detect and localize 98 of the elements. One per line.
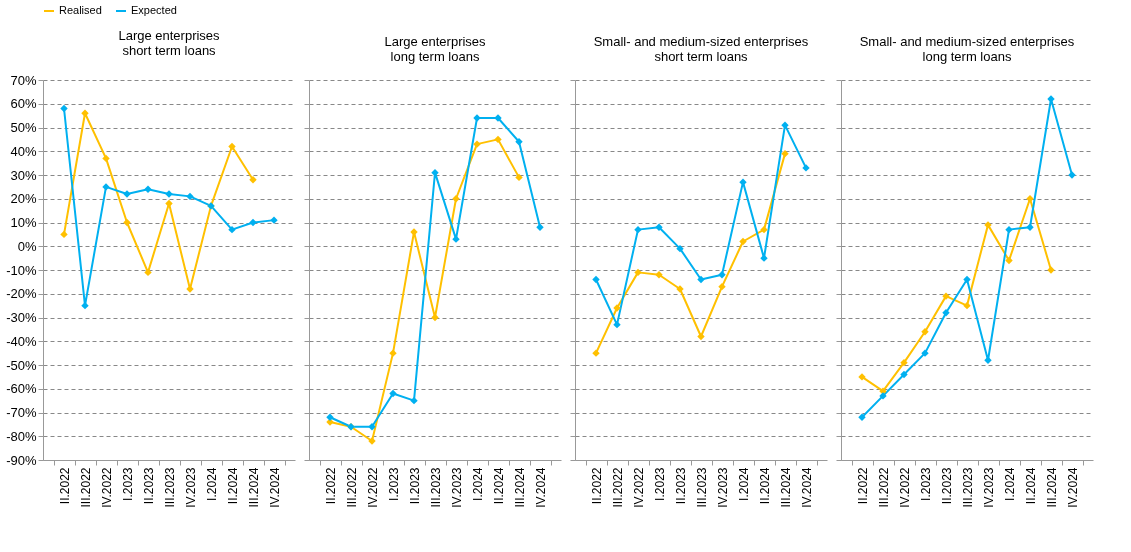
chart-title: Large enterprises long term loans [384,33,487,64]
x-tick-label: III.2022 [78,467,93,508]
x-tick-label: IV.2022 [631,467,646,508]
y-tick-label: 60% [10,96,37,112]
y-tick-label: 70% [10,72,37,88]
point [186,192,194,201]
legend-label: Realised [59,4,102,16]
x-tick-label: III.2022 [610,467,625,508]
x-tick-label: I.2024 [204,467,219,501]
x-tick-label: II.2023 [141,467,156,505]
point [410,396,418,405]
x-tick-label: II.2024 [1023,467,1038,505]
chart-title: Small- and medium-sized enterprises long term loans [859,33,1075,64]
point [739,237,747,246]
x-tick-label: II.2022 [57,467,72,505]
y-tick-label: -40% [6,333,37,349]
point [389,389,397,398]
point [676,244,684,253]
y-tick-label: -80% [6,428,37,444]
x-tick-label: III.2024 [512,467,527,508]
x-tick-label: IV.2022 [99,467,114,508]
y-tick-label: -30% [6,310,37,325]
point [592,275,600,284]
x-tick-label: I.2023 [120,467,135,501]
x-tick-label: I.2024 [470,467,485,501]
point [228,225,236,234]
x-tick-label: IV.2024 [267,467,282,508]
point [697,275,705,284]
point [144,268,152,277]
legend-label: Expected [131,4,177,16]
point [613,320,621,329]
point [123,218,131,227]
point [60,104,68,113]
y-tick-label: 50% [10,120,37,135]
x-tick-label: III.2023 [694,467,709,508]
x-tick-label: III.2022 [344,467,359,508]
y-tick-label: -50% [6,357,37,373]
x-tick-label: III.2024 [1044,467,1059,508]
point [634,225,642,234]
x-tick-label: II.2023 [673,467,688,505]
x-tick-label: III.2023 [960,467,975,508]
x-tick-label: II.2022 [323,467,338,505]
y-tick-label: -90% [6,452,37,468]
point [431,168,439,177]
y-tick-label: 10% [10,215,37,230]
point [515,173,523,182]
x-tick-label: I.2024 [736,467,751,501]
y-tick-label: 0% [17,238,37,254]
x-tick-label: IV.2022 [897,467,912,508]
point [249,218,257,227]
x-tick-label: IV.2023 [715,467,730,508]
point [963,275,971,284]
x-tick-label: II.2024 [757,467,772,505]
y-tick-label: -70% [6,405,37,420]
point [718,282,726,291]
x-tick-label: IV.2024 [799,467,814,508]
x-tick-label: I.2024 [1002,467,1017,501]
x-tick-label: IV.2024 [1065,467,1080,508]
point [900,358,908,367]
x-tick-label: III.2023 [162,467,177,508]
x-tick-label: III.2024 [246,467,261,508]
point [760,225,768,234]
point [963,301,971,310]
x-tick-label: IV.2023 [183,467,198,508]
x-tick-label: II.2022 [589,467,604,505]
chart-title: Large enterprises short term loans [118,28,221,58]
point [634,268,642,277]
point [1005,225,1013,234]
point [60,230,68,239]
point [1005,256,1013,265]
x-tick-label: IV.2024 [533,467,548,508]
y-tick-label: -10% [6,262,37,278]
x-tick-label: III.2022 [876,467,891,508]
point [781,149,789,158]
x-tick-label: II.2023 [939,467,954,505]
x-tick-label: III.2024 [778,467,793,508]
y-tick-label: 20% [10,191,37,207]
x-tick-label: I.2023 [386,467,401,501]
point [102,154,110,163]
x-tick-label: II.2024 [491,467,506,505]
x-tick-label: IV.2022 [365,467,380,508]
x-tick-label: II.2022 [855,467,870,505]
x-tick-label: I.2023 [652,467,667,501]
y-tick-label: -60% [6,381,37,397]
chart-title: Small- and medium-sized enterprises short term loans [593,33,809,64]
x-tick-label: III.2023 [428,467,443,508]
x-tick-label: I.2023 [918,467,933,501]
x-tick-label: IV.2023 [449,467,464,508]
point [494,135,502,144]
x-tick-label: II.2023 [407,467,422,505]
y-tick-label: -20% [6,286,37,302]
x-tick-label: II.2024 [225,467,240,505]
y-tick-label: 30% [10,167,37,183]
point [900,370,908,379]
y-tick-label: 40% [10,143,37,159]
x-tick-label: IV.2023 [981,467,996,508]
point [697,332,705,341]
point [228,142,236,151]
